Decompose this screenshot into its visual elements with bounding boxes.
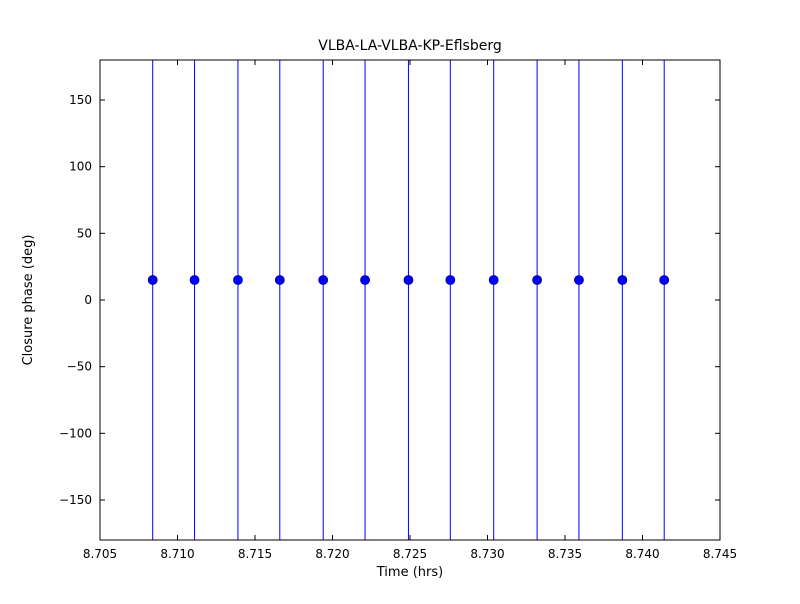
data-point-marker: [617, 275, 628, 285]
y-tick-label: 0: [84, 293, 92, 307]
x-tick-label: 8.710: [160, 547, 194, 561]
plot-area: [100, 60, 720, 540]
data-point-marker: [574, 275, 584, 285]
x-tick-label: 8.730: [470, 547, 504, 561]
marker-group: [147, 275, 670, 285]
tick-label-group: 8.705 8.710 8.715 8.720 8.725 8.730 8.735 8.740…: [59, 93, 737, 561]
x-tick-label: 8.725: [393, 547, 427, 561]
data-point-marker: [403, 275, 414, 285]
data-point-marker: [532, 275, 542, 285]
y-tick-label: −150: [59, 493, 92, 507]
data-point-marker: [189, 275, 200, 285]
data-point-marker: [233, 275, 243, 285]
y-axis-label: Closure phase (deg): [21, 235, 36, 366]
x-axis-label: Time (hrs): [376, 565, 443, 580]
y-tick-label: 150: [69, 93, 92, 107]
x-tick-label: 8.735: [548, 547, 582, 561]
y-tick-label: −50: [67, 360, 92, 374]
x-tick-label: 8.720: [315, 547, 349, 561]
data-point-marker: [659, 275, 670, 285]
chart-title: VLBA-LA-VLBA-KP-Eflsberg: [318, 38, 501, 54]
y-tick-label: 50: [77, 226, 92, 240]
errorbar-group: [152, 60, 665, 540]
y-tick-label: −100: [59, 426, 92, 440]
y-tick-label: 100: [69, 160, 92, 174]
data-point-marker: [318, 275, 329, 285]
data-point-marker: [274, 275, 285, 285]
data-point-marker: [360, 275, 370, 285]
x-tick-label: 8.740: [625, 547, 659, 561]
data-point-marker: [488, 275, 499, 285]
x-tick-label: 8.715: [238, 547, 272, 561]
x-tick-label: 8.745: [703, 547, 737, 561]
data-point-marker: [445, 275, 456, 285]
x-tick-label: 8.705: [83, 547, 117, 561]
axes-frame: [99, 59, 721, 541]
data-point-marker: [147, 275, 158, 285]
